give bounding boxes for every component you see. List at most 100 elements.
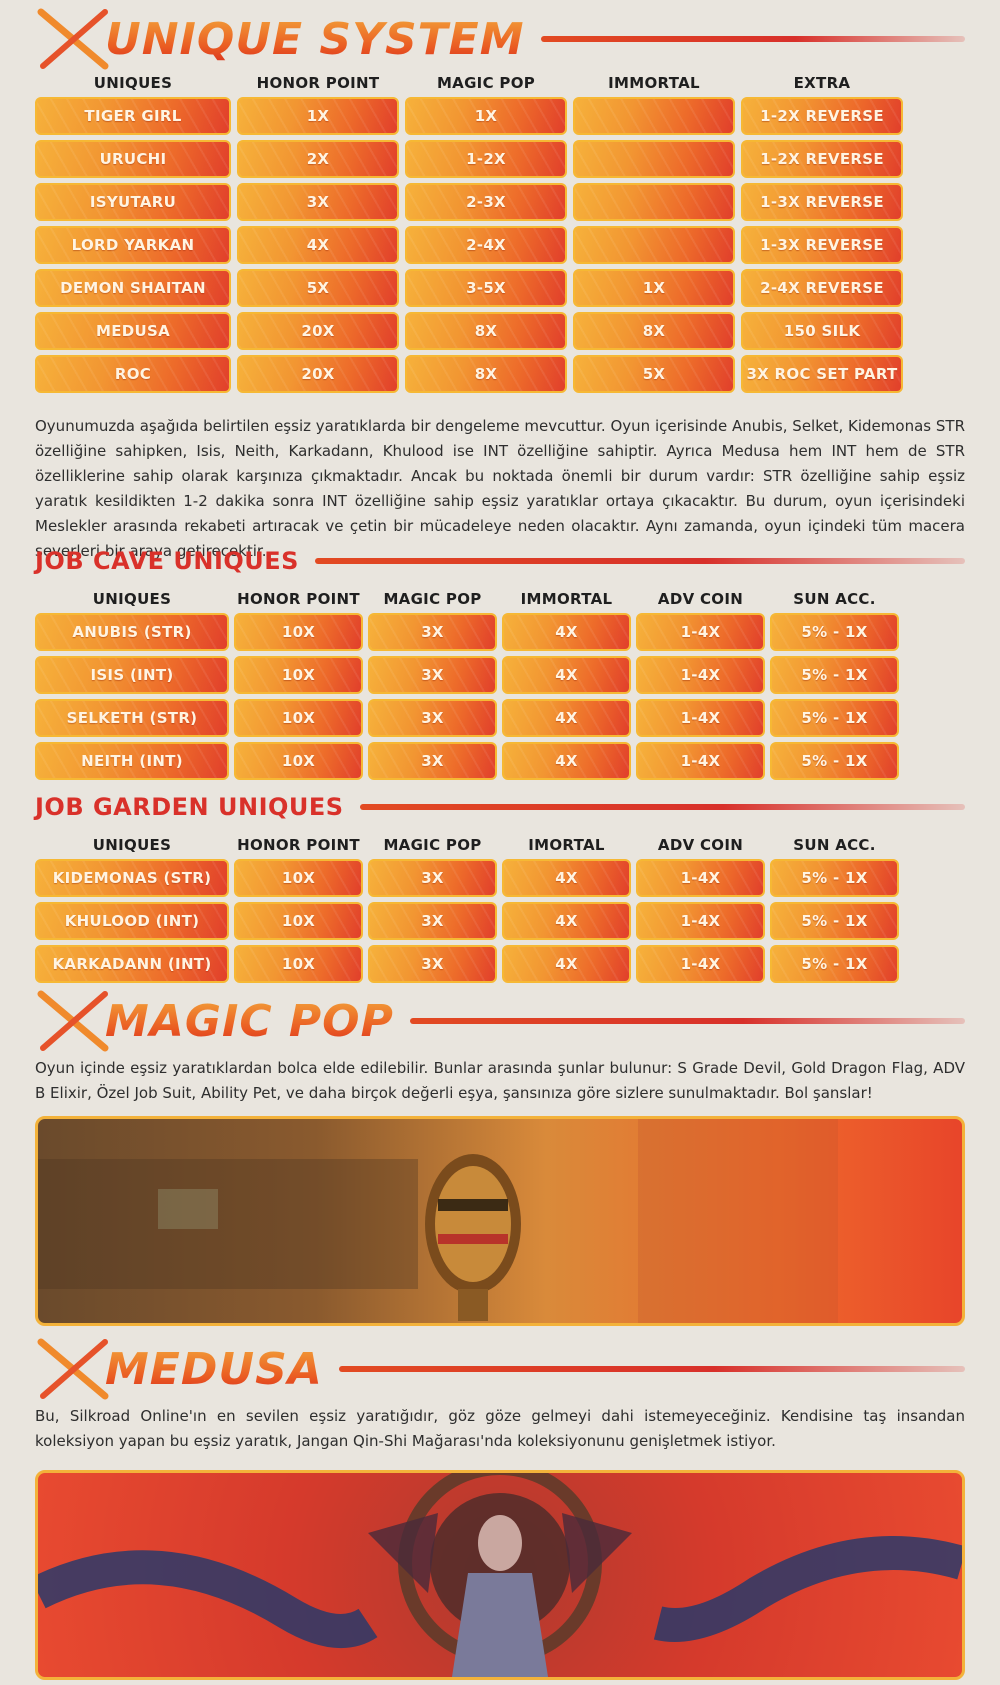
magic-pop-title: MAGIC POP xyxy=(105,995,394,1047)
title-underline xyxy=(338,1366,965,1372)
table-cell-uniques: DEMON SHAITAN xyxy=(35,269,231,307)
table-cell-sun-acc: 5% - 1X xyxy=(770,656,899,694)
table-header: UNIQUES HONOR POINT MAGIC POP IMMORTAL ADV C… xyxy=(35,590,965,608)
table-cell-adv-coin: 1-4X xyxy=(636,656,765,694)
table-cell-uniques: ANUBIS (STR) xyxy=(35,613,229,651)
table-cell-sun-acc: 5% - 1X xyxy=(770,613,899,651)
unique-system-title: UNIQUE SYSTEM xyxy=(105,13,525,65)
table-row: ISYUTARU 3X 2-3X 1-3X REVERSE xyxy=(35,183,965,221)
table-cell-uniques: ISYUTARU xyxy=(35,183,231,221)
column-header-honor-point: HONOR POINT xyxy=(237,590,360,608)
column-header-sun-acc: SUN ACC. xyxy=(793,590,876,608)
column-header-honor-point: HONOR POINT xyxy=(256,74,380,92)
column-header-adv-coin: ADV COIN xyxy=(657,590,744,608)
table-cell-extra: 150 SILK xyxy=(741,312,903,350)
table-cell-immortal: 1X xyxy=(573,269,735,307)
job-cave-table: UNIQUES HONOR POINT MAGIC POP IMMORTAL ADV C… xyxy=(35,590,965,780)
title-underline xyxy=(409,1018,965,1024)
table-cell-immortal xyxy=(573,226,735,264)
table-cell-adv-coin: 1-4X xyxy=(636,699,765,737)
table-cell-magic-pop: 8X xyxy=(405,312,567,350)
table-cell-magic-pop: 3X xyxy=(368,656,497,694)
table-cell-extra: 1-2X REVERSE xyxy=(741,140,903,178)
table-row: ROC 20X 8X 5X 3X ROC SET PART xyxy=(35,355,965,393)
table-cell-honor-point: 10X xyxy=(234,945,363,983)
table-cell-uniques: KIDEMONAS (STR) xyxy=(35,859,229,897)
table-cell-honor-point: 1X xyxy=(237,97,399,135)
job-cave-header: JOB CAVE UNIQUES xyxy=(35,547,965,575)
column-header-adv-coin: ADV COIN xyxy=(657,836,744,854)
table-cell-sun-acc: 5% - 1X xyxy=(770,902,899,940)
column-header-immortal: IMMORTAL xyxy=(520,590,613,608)
table-cell-magic-pop: 3X xyxy=(368,742,497,780)
table-cell-immortal xyxy=(573,140,735,178)
column-header-uniques: UNIQUES xyxy=(92,590,172,608)
table-cell-adv-coin: 1-4X xyxy=(636,902,765,940)
medusa-banner xyxy=(35,1470,965,1680)
table-cell-adv-coin: 1-4X xyxy=(636,613,765,651)
unique-system-table: UNIQUES HONOR POINT MAGIC POP IMMORTAL EXTRA… xyxy=(35,74,965,393)
table-cell-uniques: TIGER GIRL xyxy=(35,97,231,135)
medusa-header: MEDUSA xyxy=(35,1338,965,1400)
table-cell-extra: 3X ROC SET PART xyxy=(741,355,903,393)
table-cell-immortal xyxy=(573,183,735,221)
job-garden-header: JOB GARDEN UNIQUES xyxy=(35,793,965,821)
unique-system-description: Oyunumuzda aşağıda belirtilen eşsiz yara… xyxy=(35,417,965,560)
table-cell-honor-point: 10X xyxy=(234,699,363,737)
table-cell-sun-acc: 5% - 1X xyxy=(770,945,899,983)
table-row: DEMON SHAITAN 5X 3-5X 1X 2-4X REVERSE xyxy=(35,269,965,307)
medusa-figure-icon xyxy=(368,1473,632,1677)
table-cell-adv-coin: 1-4X xyxy=(636,742,765,780)
table-cell-sun-acc: 5% - 1X xyxy=(770,742,899,780)
table-cell-magic-pop: 2-4X xyxy=(405,226,567,264)
table-cell-extra: 1-3X REVERSE xyxy=(741,226,903,264)
table-cell-immortal xyxy=(573,97,735,135)
table-row: URUCHI 2X 1-2X 1-2X REVERSE xyxy=(35,140,965,178)
title-underline xyxy=(359,804,965,810)
job-garden-table: UNIQUES HONOR POINT MAGIC POP IMORTAL ADV CO… xyxy=(35,836,965,983)
table-row: KARKADANN (INT) 10X 3X 4X 1-4X 5% - 1X xyxy=(35,945,965,983)
column-header-magic-pop: MAGIC POP xyxy=(383,836,482,854)
table-cell-uniques: LORD YARKAN xyxy=(35,226,231,264)
table-cell-honor-point: 5X xyxy=(237,269,399,307)
table-cell-immortal: 4X xyxy=(502,699,631,737)
table-cell-magic-pop: 3X xyxy=(368,699,497,737)
table-cell-honor-point: 10X xyxy=(234,902,363,940)
column-header-magic-pop: MAGIC POP xyxy=(436,74,536,92)
unique-system-header: UNIQUE SYSTEM xyxy=(35,8,965,70)
table-row: KIDEMONAS (STR) 10X 3X 4X 1-4X 5% - 1X xyxy=(35,859,965,897)
table-cell-sun-acc: 5% - 1X xyxy=(770,859,899,897)
table-cell-uniques: KHULOOD (INT) xyxy=(35,902,229,940)
table-cell-magic-pop: 3X xyxy=(368,859,497,897)
table-row: NEITH (INT) 10X 3X 4X 1-4X 5% - 1X xyxy=(35,742,965,780)
table-cell-imortal: 4X xyxy=(502,902,631,940)
table-cell-magic-pop: 3X xyxy=(368,902,497,940)
column-header-immortal: IMMORTAL xyxy=(608,74,700,92)
table-cell-honor-point: 4X xyxy=(237,226,399,264)
magic-pop-banner xyxy=(35,1116,965,1326)
table-row: ISIS (INT) 10X 3X 4X 1-4X 5% - 1X xyxy=(35,656,965,694)
table-cell-uniques: URUCHI xyxy=(35,140,231,178)
table-cell-adv-coin: 1-4X xyxy=(636,859,765,897)
title-underline xyxy=(314,558,965,564)
table-cell-immortal: 5X xyxy=(573,355,735,393)
table-cell-magic-pop: 3X xyxy=(368,613,497,651)
table-cell-imortal: 4X xyxy=(502,945,631,983)
column-header-honor-point: HONOR POINT xyxy=(237,836,360,854)
table-cell-magic-pop: 1-2X xyxy=(405,140,567,178)
table-cell-extra: 1-3X REVERSE xyxy=(741,183,903,221)
table-cell-immortal: 4X xyxy=(502,656,631,694)
table-cell-imortal: 4X xyxy=(502,859,631,897)
column-header-uniques: UNIQUES xyxy=(93,74,173,92)
table-cell-honor-point: 10X xyxy=(234,656,363,694)
column-header-extra: EXTRA xyxy=(793,74,851,92)
table-cell-magic-pop: 3-5X xyxy=(405,269,567,307)
table-cell-sun-acc: 5% - 1X xyxy=(770,699,899,737)
table-cell-honor-point: 20X xyxy=(237,355,399,393)
table-cell-honor-point: 10X xyxy=(234,613,363,651)
magic-pop-header: MAGIC POP xyxy=(35,990,965,1052)
magic-pop-description: Oyun içinde eşsiz yaratıklardan bolca el… xyxy=(35,1059,965,1102)
medusa-title: MEDUSA xyxy=(105,1343,323,1395)
table-cell-magic-pop: 3X xyxy=(368,945,497,983)
job-cave-title: JOB CAVE UNIQUES xyxy=(35,547,299,575)
